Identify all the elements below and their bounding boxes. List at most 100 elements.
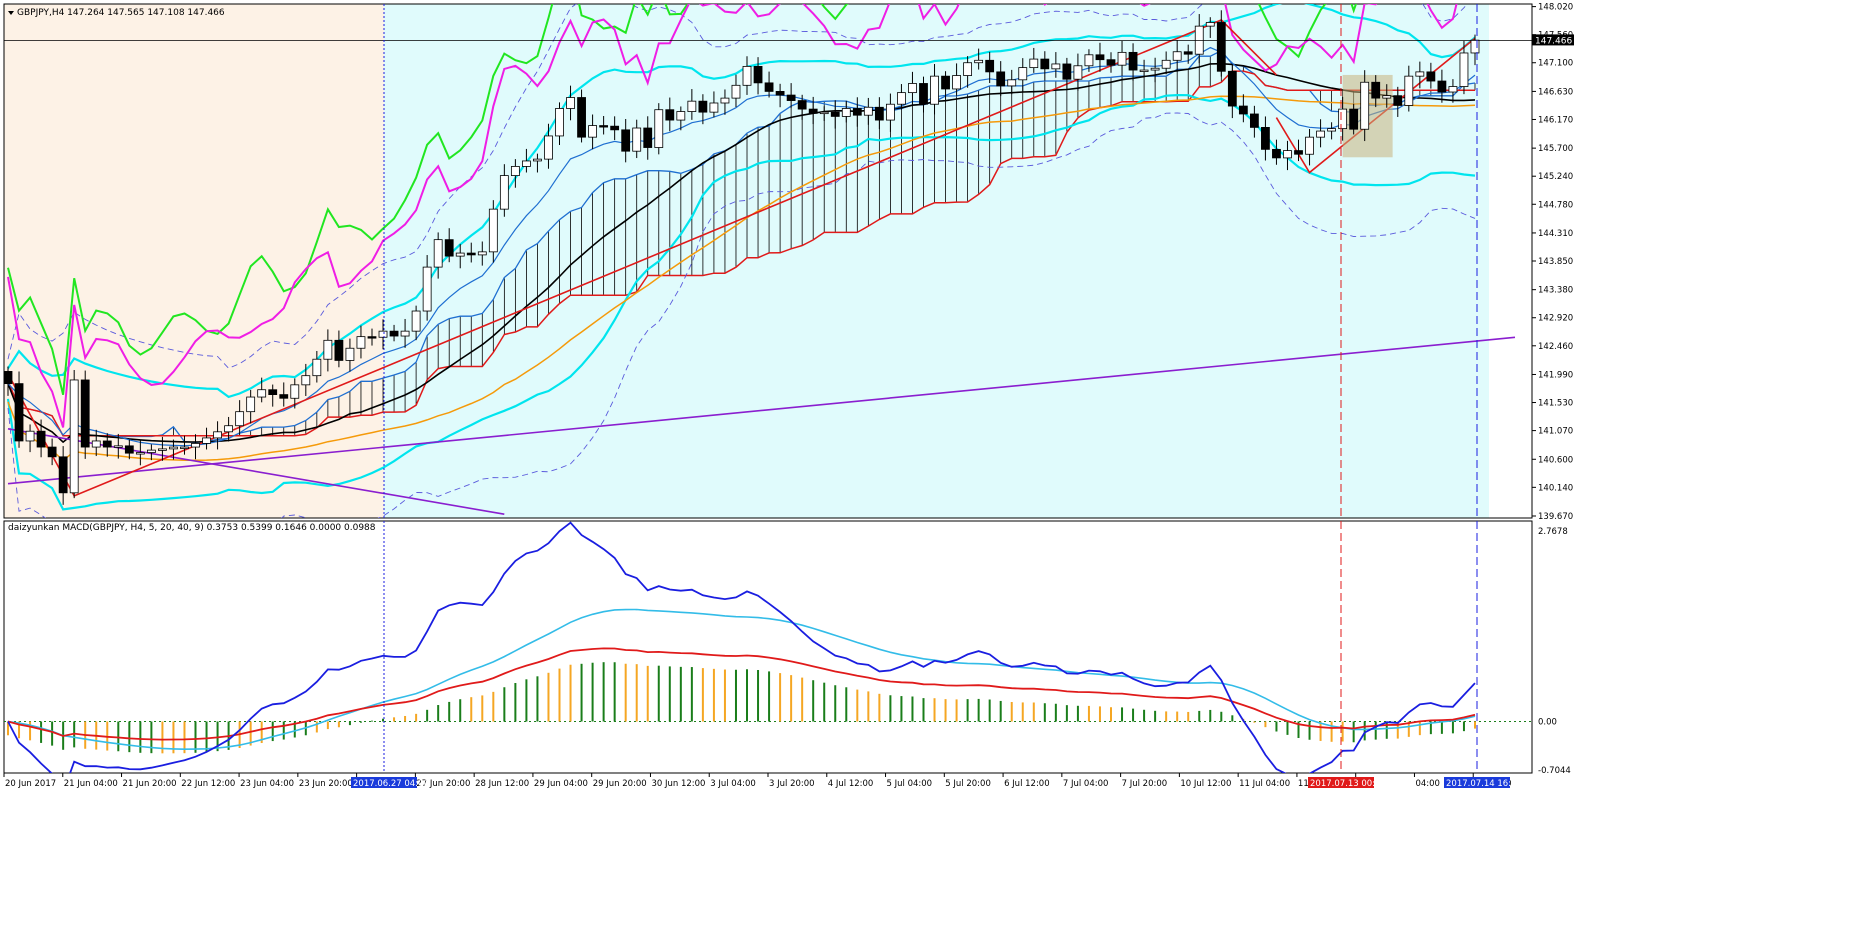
candle-bull[interactable] xyxy=(533,158,542,162)
candle-bull[interactable] xyxy=(224,425,234,433)
candle-bear[interactable] xyxy=(1371,81,1381,99)
candle-bull[interactable] xyxy=(433,239,443,268)
candle-bear[interactable] xyxy=(1106,59,1116,66)
candle-bear[interactable] xyxy=(610,125,620,131)
candle-bear[interactable] xyxy=(786,94,796,101)
candle-bull[interactable] xyxy=(1415,71,1425,77)
candle-bull[interactable] xyxy=(1205,22,1215,27)
candle-bull[interactable] xyxy=(709,102,719,113)
candle-bear[interactable] xyxy=(80,379,90,448)
macd-plot-area[interactable] xyxy=(4,521,1532,793)
candle-bull[interactable] xyxy=(91,440,101,448)
candle-bull[interactable] xyxy=(1305,136,1314,155)
candle-bull[interactable] xyxy=(974,59,984,64)
candle-bull[interactable] xyxy=(1360,81,1370,130)
dropdown-triangle-icon[interactable] xyxy=(8,11,14,15)
candle-bull[interactable] xyxy=(1404,75,1414,106)
candle-bear[interactable] xyxy=(665,109,675,121)
candle-bull[interactable] xyxy=(963,62,973,76)
candle-bull[interactable] xyxy=(477,251,487,256)
candle-bear[interactable] xyxy=(996,71,1006,87)
candle-bull[interactable] xyxy=(1316,130,1325,138)
candle-bull[interactable] xyxy=(731,84,741,99)
candle-bear[interactable] xyxy=(4,371,13,385)
candle-bear[interactable] xyxy=(1393,95,1403,106)
candle-bear[interactable] xyxy=(797,100,807,110)
candle-bear[interactable] xyxy=(764,82,774,92)
candle-bull[interactable] xyxy=(246,396,256,413)
candle-bull[interactable] xyxy=(1073,65,1083,80)
candle-bear[interactable] xyxy=(1062,63,1072,80)
candle-bull[interactable] xyxy=(522,160,531,167)
candle-bull[interactable] xyxy=(863,106,873,116)
candle-bull[interactable] xyxy=(1283,150,1292,159)
candle-bull[interactable] xyxy=(1139,69,1149,72)
candle-bull[interactable] xyxy=(499,175,509,210)
candle-bear[interactable] xyxy=(58,456,68,494)
candle-bear[interactable] xyxy=(1183,51,1193,55)
candle-bear[interactable] xyxy=(577,97,586,138)
candle-bear[interactable] xyxy=(643,127,653,148)
candle-bear[interactable] xyxy=(941,75,950,90)
candle-bull[interactable] xyxy=(566,97,575,109)
candle-bull[interactable] xyxy=(1459,52,1469,87)
candle-bull[interactable] xyxy=(202,437,211,444)
candle-bull[interactable] xyxy=(488,208,498,253)
candle-bear[interactable] xyxy=(1437,80,1447,93)
candle-bull[interactable] xyxy=(135,452,145,455)
candle-bear[interactable] xyxy=(830,111,840,117)
candle-bull[interactable] xyxy=(742,65,752,86)
candle-bull[interactable] xyxy=(257,389,267,398)
candle-bull[interactable] xyxy=(1327,128,1336,132)
candle-bear[interactable] xyxy=(852,108,862,116)
candle-bear[interactable] xyxy=(1272,148,1281,159)
candle-bull[interactable] xyxy=(1382,95,1392,99)
candle-bull[interactable] xyxy=(158,448,167,451)
candle-bull[interactable] xyxy=(400,330,410,337)
candle-bull[interactable] xyxy=(510,166,520,176)
candle-bull[interactable] xyxy=(169,446,178,450)
candle-bear[interactable] xyxy=(599,125,609,128)
candle-bull[interactable] xyxy=(544,135,553,160)
candle-bear[interactable] xyxy=(268,389,278,396)
candle-bull[interactable] xyxy=(1051,63,1061,70)
candle-bull[interactable] xyxy=(113,445,123,448)
candle-bull[interactable] xyxy=(455,252,465,257)
candle-bull[interactable] xyxy=(69,379,79,494)
candle-bull[interactable] xyxy=(1117,51,1127,66)
candle-bear[interactable] xyxy=(1294,150,1303,155)
candle-bull[interactable] xyxy=(632,127,642,152)
candle-bear[interactable] xyxy=(334,339,344,361)
candle-bull[interactable] xyxy=(411,310,421,332)
candle-bear[interactable] xyxy=(14,383,24,442)
candle-bear[interactable] xyxy=(1249,113,1259,128)
candle-bull[interactable] xyxy=(180,446,189,449)
candle-bull[interactable] xyxy=(312,358,322,377)
candle-bear[interactable] xyxy=(1040,58,1050,70)
candle-bull[interactable] xyxy=(654,109,664,148)
candle-bull[interactable] xyxy=(1338,108,1348,130)
candle-bull[interactable] xyxy=(356,336,366,349)
candle-bear[interactable] xyxy=(919,83,928,105)
candle-bear[interactable] xyxy=(389,330,399,337)
candle-bull[interactable] xyxy=(301,375,311,386)
candle-bull[interactable] xyxy=(886,103,895,121)
candle-bear[interactable] xyxy=(698,100,708,113)
candle-bull[interactable] xyxy=(819,111,829,115)
candle-bull[interactable] xyxy=(378,330,388,338)
candle-bull[interactable] xyxy=(235,411,245,427)
candle-bull[interactable] xyxy=(720,97,730,104)
candle-bull[interactable] xyxy=(422,266,432,312)
candle-bear[interactable] xyxy=(444,239,454,257)
candle-bear[interactable] xyxy=(102,440,112,448)
candle-bear[interactable] xyxy=(367,336,377,339)
candle-bull[interactable] xyxy=(25,430,35,442)
candle-bull[interactable] xyxy=(1172,51,1182,61)
candle-bear[interactable] xyxy=(985,59,995,73)
candle-bull[interactable] xyxy=(323,339,333,360)
candle-bull[interactable] xyxy=(588,125,597,138)
candle-bear[interactable] xyxy=(124,445,134,454)
candle-bull[interactable] xyxy=(1448,86,1458,93)
candle-bear[interactable] xyxy=(279,394,289,399)
